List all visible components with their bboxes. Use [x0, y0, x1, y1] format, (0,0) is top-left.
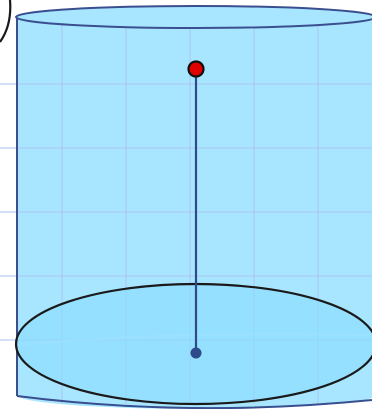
- cylinder-top-ellipse: [15, 5, 372, 29]
- base-center-point[interactable]: [190, 347, 202, 359]
- cylinder-bottom-rim: [16, 395, 372, 409]
- offscreen-curve: [0, 0, 12, 43]
- top-point[interactable]: [187, 60, 205, 78]
- cylinder-base-ellipse: [14, 282, 372, 406]
